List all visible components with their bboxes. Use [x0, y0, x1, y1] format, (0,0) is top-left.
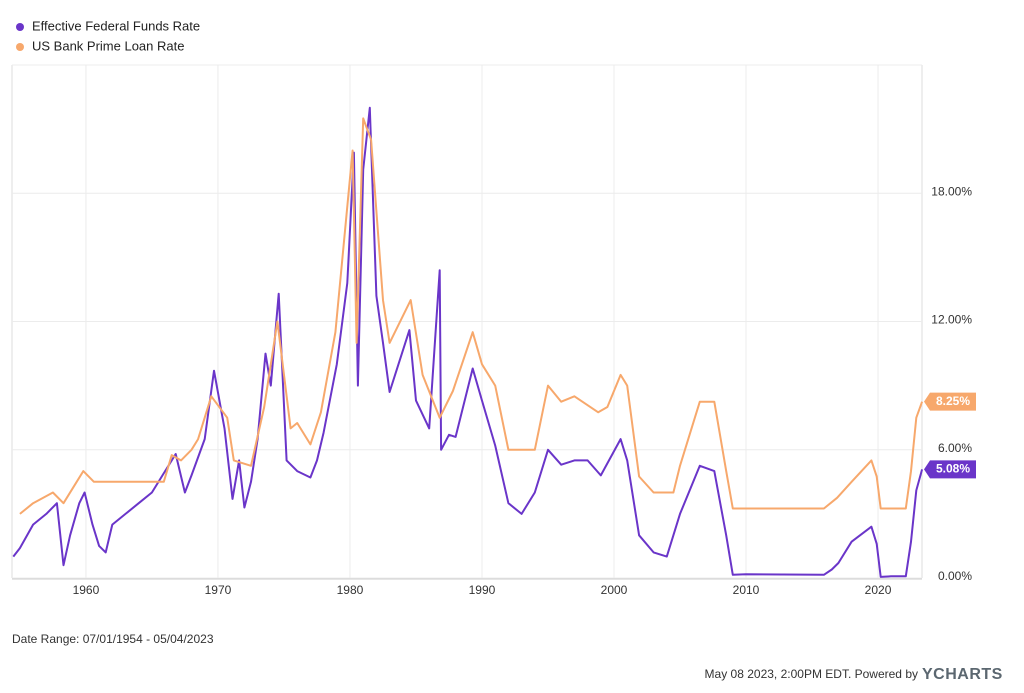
- end-label: 5.08%: [924, 460, 976, 479]
- date-range: Date Range: 07/01/1954 - 05/04/2023: [12, 632, 214, 646]
- y-tick-label: 18.00%: [931, 184, 972, 198]
- end-label-tag: [924, 460, 976, 479]
- legend-label: Effective Federal Funds Rate: [32, 18, 200, 33]
- logo[interactable]: YCHARTS: [922, 666, 1003, 683]
- legend-label: US Bank Prime Loan Rate: [32, 38, 184, 53]
- y-tick-label: 0.00%: [938, 569, 972, 583]
- end-label-text: 5.08%: [936, 462, 970, 476]
- series-line: [12, 106, 924, 578]
- end-label-text: 8.25%: [936, 394, 970, 408]
- legend-marker: [16, 43, 24, 51]
- end-label: 8.25%: [924, 392, 976, 411]
- legend-marker: [16, 23, 24, 31]
- x-tick-label: 1980: [337, 583, 364, 597]
- x-tick-label: 1960: [73, 583, 100, 597]
- series-line: [19, 117, 924, 515]
- x-tick-label: 1990: [469, 583, 496, 597]
- x-tick-label: 2020: [865, 583, 892, 597]
- y-tick-label: 6.00%: [938, 441, 972, 455]
- end-label-tag: [924, 392, 976, 411]
- x-tick-label: 1970: [205, 583, 232, 597]
- y-tick-label: 12.00%: [931, 313, 972, 327]
- x-tick-label: 2000: [601, 583, 628, 597]
- timestamp: May 08 2023, 2:00PM EDT. Powered by: [705, 667, 918, 681]
- grid: [11, 64, 923, 579]
- x-tick-label: 2010: [733, 583, 760, 597]
